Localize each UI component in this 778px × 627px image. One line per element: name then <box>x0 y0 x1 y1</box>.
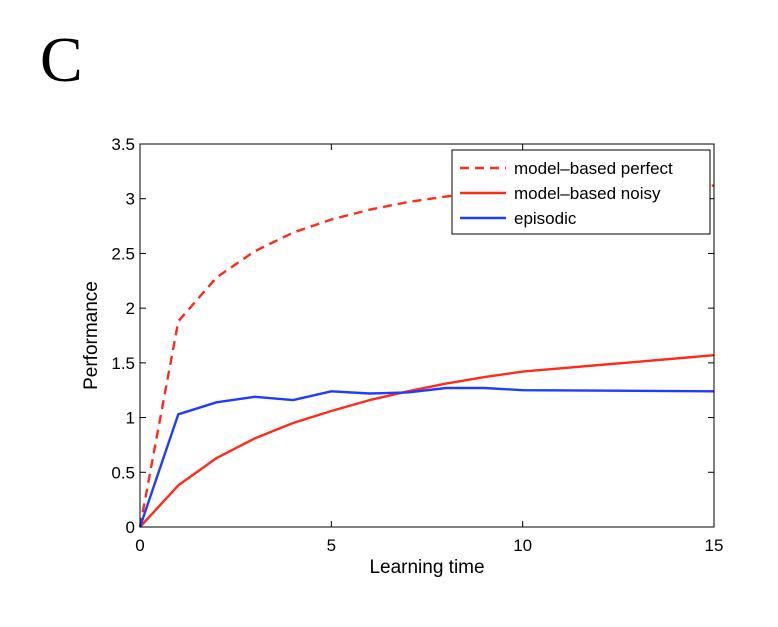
y-tick-label: 2.5 <box>111 244 135 263</box>
x-tick-label: 0 <box>135 536 144 555</box>
x-tick-label: 10 <box>513 536 532 555</box>
y-tick-label: 2 <box>126 299 135 318</box>
legend-label-2: episodic <box>514 209 577 228</box>
y-tick-label: 1 <box>126 409 135 428</box>
x-axis-title: Learning time <box>369 557 484 578</box>
series-line-0 <box>138 184 714 528</box>
x-tick-label: 15 <box>705 536 724 555</box>
legend-label-0: model–based perfect <box>514 159 673 178</box>
y-tick-label: 0 <box>126 518 135 537</box>
panel-label: C <box>40 24 83 95</box>
y-tick-label: 3.5 <box>111 135 135 154</box>
legend-label-1: model–based noisy <box>514 184 661 203</box>
series-line-1 <box>139 354 715 528</box>
series-line-2 <box>138 386 715 528</box>
y-tick-label: 1.5 <box>111 354 135 373</box>
y-tick-label: 3 <box>126 190 135 209</box>
plot-frame <box>139 143 715 528</box>
y-axis-title: Performance <box>81 281 102 390</box>
y-tick-label: 0.5 <box>111 463 135 482</box>
x-tick-label: 5 <box>327 536 336 555</box>
